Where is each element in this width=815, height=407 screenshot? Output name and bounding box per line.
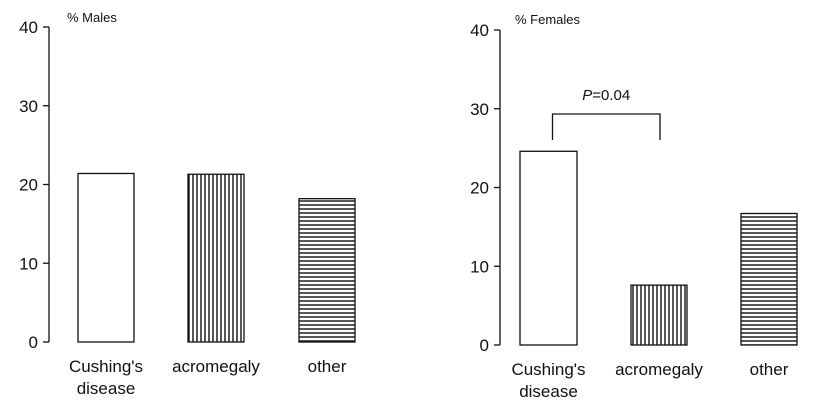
x-category-label: other xyxy=(308,357,347,376)
panel-1: % Males 0 10 20 30 40 Cushing's disease acromega… xyxy=(19,10,356,398)
bar xyxy=(298,198,356,343)
y-tick-label: 30 xyxy=(19,97,38,116)
x-category-label: other xyxy=(750,360,789,379)
y-tick-label: 10 xyxy=(470,257,489,276)
panel-title: % Males xyxy=(67,10,117,25)
bar xyxy=(519,150,578,346)
y-tick-label: 20 xyxy=(19,176,38,195)
bar xyxy=(77,172,135,343)
x-category-label: Cushing's disease xyxy=(69,357,143,398)
bar xyxy=(187,173,245,343)
x-category-label: Cushing's disease xyxy=(511,360,585,401)
x-category-label: acromegaly xyxy=(172,357,260,376)
significance-bracket xyxy=(551,113,661,140)
y-tick-label: 10 xyxy=(19,254,38,273)
panel-title: % Females xyxy=(515,12,581,27)
y-tick-label: 20 xyxy=(470,179,489,198)
bar xyxy=(630,284,688,346)
y-tick-label: 40 xyxy=(470,21,489,40)
y-tick-label: 0 xyxy=(480,336,489,355)
y-tick-label: 0 xyxy=(29,333,38,352)
bar xyxy=(740,212,798,346)
x-category-label: acromegaly xyxy=(615,360,703,379)
p-value-label: P=0.04 xyxy=(582,87,630,104)
panel-2: % Females 0 10 20 30 40 Cushing's disease acrome… xyxy=(470,12,798,401)
y-tick-label: 30 xyxy=(470,100,489,119)
y-tick-label: 40 xyxy=(19,18,38,37)
